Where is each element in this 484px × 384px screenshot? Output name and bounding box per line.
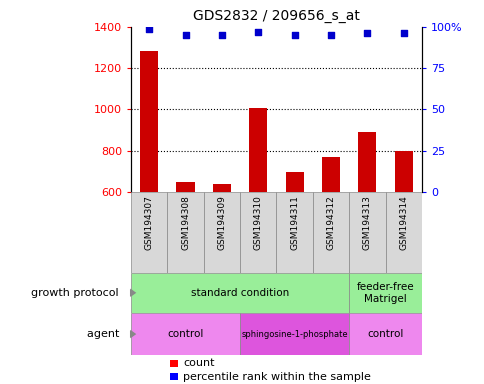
Bar	[249, 108, 267, 192]
Bar	[276, 192, 312, 273]
Text: GSM194308: GSM194308	[181, 195, 190, 250]
Text: agent: agent	[87, 329, 126, 339]
Bar	[358, 132, 376, 192]
Bar	[348, 273, 421, 313]
Text: GSM194312: GSM194312	[326, 195, 335, 250]
Bar	[203, 192, 240, 273]
Text: feeder-free
Matrigel: feeder-free Matrigel	[356, 282, 413, 304]
Point	[254, 29, 261, 35]
Text: growth protocol: growth protocol	[31, 288, 126, 298]
Bar	[348, 313, 421, 355]
Point	[181, 32, 189, 38]
Bar	[285, 172, 303, 192]
Bar	[385, 192, 421, 273]
Text: standard condition: standard condition	[191, 288, 288, 298]
Bar	[176, 182, 194, 192]
Bar	[131, 192, 167, 273]
Text: count: count	[183, 358, 214, 368]
Bar	[131, 313, 240, 355]
Point	[326, 32, 334, 38]
Title: GDS2832 / 209656_s_at: GDS2832 / 209656_s_at	[193, 9, 359, 23]
Point	[145, 25, 152, 31]
Point	[363, 30, 370, 36]
Bar	[394, 151, 412, 192]
Bar	[321, 157, 339, 192]
Bar	[348, 192, 385, 273]
Text: GSM194309: GSM194309	[217, 195, 226, 250]
Text: GSM194314: GSM194314	[398, 195, 408, 250]
Point	[399, 30, 407, 36]
Text: sphingosine-1-phosphate: sphingosine-1-phosphate	[241, 329, 347, 339]
Text: percentile rank within the sample: percentile rank within the sample	[183, 372, 370, 382]
Text: GSM194311: GSM194311	[289, 195, 299, 250]
Bar	[131, 273, 348, 313]
Bar	[240, 192, 276, 273]
Text: control: control	[366, 329, 403, 339]
Text: control: control	[167, 329, 203, 339]
Bar	[140, 51, 158, 192]
Bar	[312, 192, 348, 273]
Bar	[240, 313, 348, 355]
Bar	[212, 184, 230, 192]
Text: GSM194313: GSM194313	[362, 195, 371, 250]
Text: GSM194310: GSM194310	[253, 195, 262, 250]
Point	[290, 32, 298, 38]
Text: GSM194307: GSM194307	[144, 195, 153, 250]
Point	[217, 32, 225, 38]
Bar	[167, 192, 203, 273]
